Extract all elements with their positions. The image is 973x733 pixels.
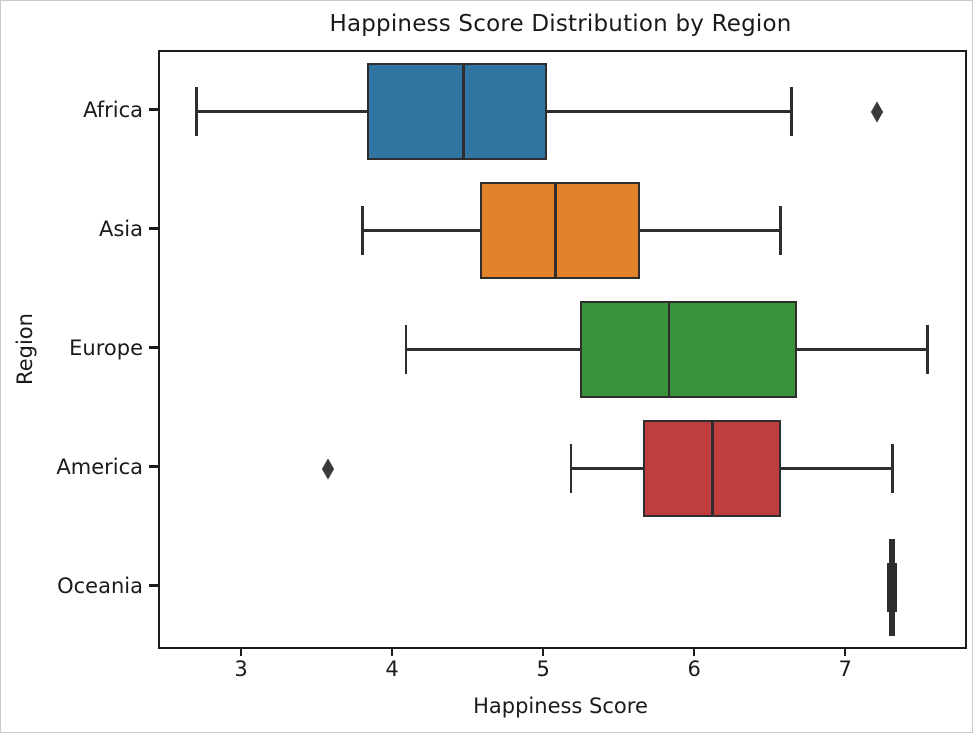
whisker-high-america: [780, 467, 893, 470]
x-tick-label: 4: [385, 657, 399, 681]
x-tick-mark: [843, 647, 847, 656]
box-europe: [579, 301, 798, 398]
y-tick-mark: [149, 108, 158, 111]
y-tick-mark: [149, 346, 158, 349]
median-america: [711, 420, 715, 517]
y-tick-mark: [149, 227, 158, 230]
x-tick-mark: [390, 647, 394, 656]
chart-title: Happiness Score Distribution by Region: [329, 11, 792, 37]
whisker-high-europe: [797, 348, 928, 351]
whisker-cap-africa: [194, 87, 198, 136]
y-tick-label-oceania: Oceania: [57, 573, 143, 598]
whisker-cap-asia: [779, 206, 783, 255]
x-tick-label: 5: [536, 657, 550, 681]
whisker-high-asia: [640, 229, 781, 232]
median-europe: [667, 301, 671, 398]
whisker-cap-oceania: [887, 563, 891, 612]
median-asia: [554, 182, 557, 279]
whisker-low-europe: [406, 348, 580, 351]
x-tick-label: 3: [234, 657, 248, 681]
whisker-cap-africa: [790, 87, 793, 136]
whisker-cap-asia: [361, 206, 364, 255]
whisker-cap-america: [569, 444, 573, 493]
y-tick-label-america: America: [56, 454, 143, 479]
y-tick-mark: [149, 584, 158, 587]
whisker-low-america: [570, 467, 644, 470]
plot-area: [158, 50, 967, 649]
box-africa: [366, 63, 547, 160]
whisker-low-africa: [196, 110, 367, 113]
whisker-cap-oceania: [893, 563, 897, 612]
y-tick-label-asia: Asia: [98, 216, 143, 241]
whisker-cap-europe: [925, 325, 929, 374]
whisker-low-asia: [362, 229, 481, 232]
outlier-diamond-africa: [871, 100, 884, 123]
x-tick-mark: [239, 647, 243, 656]
whisker-cap-america: [891, 444, 894, 493]
outlier-diamond-america: [321, 457, 334, 480]
x-axis-label: Happiness Score: [473, 694, 648, 718]
x-tick-mark: [541, 647, 545, 656]
median-oceania: [890, 539, 894, 636]
y-tick-mark: [149, 465, 158, 468]
whisker-cap-europe: [404, 325, 408, 374]
y-tick-label-europe: Europe: [69, 335, 143, 360]
box-asia: [480, 182, 641, 279]
x-tick-mark: [692, 647, 696, 656]
whisker-high-africa: [546, 110, 792, 113]
median-africa: [462, 63, 465, 160]
x-tick-label: 6: [687, 657, 701, 681]
x-tick-label: 7: [838, 657, 852, 681]
y-tick-label-africa: Africa: [83, 97, 143, 122]
